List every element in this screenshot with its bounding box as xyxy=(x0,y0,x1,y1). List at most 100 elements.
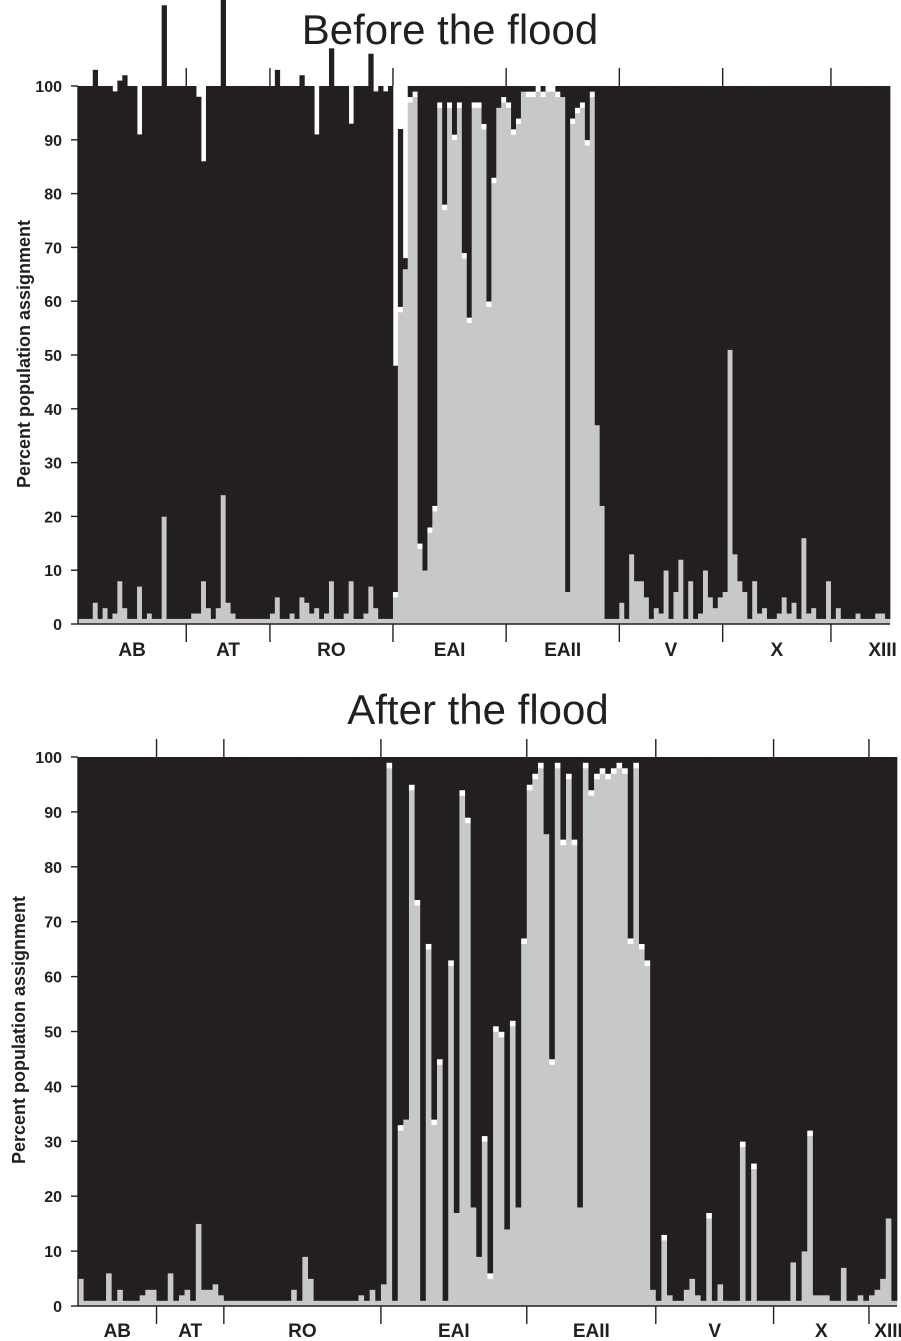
cluster-a-bar-54 xyxy=(338,618,345,625)
cluster-c-bar-58 xyxy=(397,757,404,1126)
cluster-a-bar-50 xyxy=(352,1300,359,1307)
cluster-c-bar-156 xyxy=(840,86,847,619)
cluster-c-bar-23 xyxy=(186,86,192,619)
cluster-c-bar-143 xyxy=(776,86,783,614)
cluster-c-bar-61 xyxy=(414,757,421,901)
cluster-b-bar-76 xyxy=(498,1031,505,1038)
cluster-c-bar-68 xyxy=(407,86,413,98)
cluster-a-bar-108 xyxy=(678,1300,685,1307)
cluster-a-bar-9 xyxy=(117,580,123,625)
cluster-c-bar-146 xyxy=(891,757,898,1301)
cluster-c-bar-137 xyxy=(747,86,753,619)
cluster-c-bar-42 xyxy=(279,86,286,619)
cluster-c-bar-114 xyxy=(711,757,718,1301)
cluster-b-bar-99 xyxy=(627,938,634,944)
cluster-c-bar-160 xyxy=(860,86,866,619)
cluster-b-bar-105 xyxy=(661,1234,668,1241)
cluster-b-bar-72 xyxy=(427,527,433,533)
cluster-c-bar-6 xyxy=(102,86,108,609)
cluster-a-bar-17 xyxy=(156,618,163,625)
cluster-c-bar-33 xyxy=(235,86,241,619)
cluster-a-bar-8 xyxy=(112,613,118,625)
cluster-a-bar-10 xyxy=(128,1300,135,1307)
cluster-a-bar-138 xyxy=(846,1300,853,1307)
cluster-a-bar-40 xyxy=(269,613,276,625)
cluster-c-bar-115 xyxy=(717,757,724,1285)
cluster-a-bar-112 xyxy=(624,618,630,625)
cluster-c-bar-22 xyxy=(195,757,202,1224)
y-tick-label: 10 xyxy=(44,563,62,580)
cluster-a-bar-35 xyxy=(245,618,251,625)
cluster-a-bar-22 xyxy=(195,1223,202,1307)
cluster-a-bar-63 xyxy=(425,949,432,1307)
cluster-a-bar-164 xyxy=(880,613,886,625)
cluster-c-bar-3 xyxy=(87,86,94,619)
cluster-a-bar-72 xyxy=(476,1256,483,1307)
cluster-a-bar-82 xyxy=(476,107,482,625)
cluster-a-bar-31 xyxy=(225,602,231,625)
cluster-c-bar-8 xyxy=(112,91,118,614)
cluster-a-bar-140 xyxy=(762,607,768,625)
cluster-c-bar-98 xyxy=(555,86,561,92)
cluster-c-bar-131 xyxy=(717,86,724,598)
cluster-c-bar-116 xyxy=(643,86,650,598)
cluster-a-bar-132 xyxy=(722,591,728,625)
cluster-c-bar-58 xyxy=(358,86,364,619)
cluster-a-bar-151 xyxy=(816,618,822,625)
cluster-a-bar-57 xyxy=(392,1300,399,1307)
cluster-c-bar-10 xyxy=(122,75,128,609)
cluster-c-bar-56 xyxy=(348,123,354,582)
cluster-c-bar-80 xyxy=(521,757,528,939)
cluster-c-bar-112 xyxy=(700,757,707,1301)
cluster-c-bar-127 xyxy=(698,86,704,614)
cluster-c-bar-44 xyxy=(289,86,295,614)
y-tick-label: 30 xyxy=(44,1134,62,1151)
cluster-c-bar-13 xyxy=(145,757,152,1290)
cluster-a-bar-17 xyxy=(167,1273,174,1307)
cluster-a-bar-113 xyxy=(706,1218,713,1307)
cluster-a-bar-1 xyxy=(78,1278,84,1307)
cluster-b-bar-102 xyxy=(644,960,651,966)
y-tick-label: 0 xyxy=(53,617,62,634)
cluster-a-bar-101 xyxy=(570,123,576,625)
cluster-c-bar-75 xyxy=(442,86,448,205)
cluster-c-bar-106 xyxy=(594,86,600,426)
cluster-c-bar-140 xyxy=(857,757,864,1296)
cluster-c-bar-53 xyxy=(333,86,340,619)
cluster-c-bar-141 xyxy=(863,757,870,1301)
cluster-c-bar-103 xyxy=(579,86,586,103)
cluster-a-bar-34 xyxy=(263,1300,270,1307)
cluster-a-bar-105 xyxy=(661,1240,668,1307)
cluster-c-bar-84 xyxy=(486,86,492,302)
cluster-c-bar-100 xyxy=(633,757,640,763)
cluster-c-bar-124 xyxy=(767,757,774,1301)
cluster-a-bar-126 xyxy=(779,1300,786,1307)
cluster-a-bar-139 xyxy=(757,613,763,625)
cluster-c-bar-71 xyxy=(470,757,477,1208)
cluster-a-bar-6 xyxy=(106,1273,113,1307)
cluster-c-bar-35 xyxy=(268,757,275,1301)
cluster-a-bar-121 xyxy=(751,1168,758,1307)
cluster-a-bar-59 xyxy=(363,613,369,625)
cluster-c-bar-48 xyxy=(341,757,348,1301)
cluster-c-bar-86 xyxy=(554,757,561,763)
cluster-b-bar-90 xyxy=(515,118,522,124)
cluster-c-bar-147 xyxy=(796,86,802,619)
cluster-a-bar-102 xyxy=(575,112,581,625)
cluster-a-bar-79 xyxy=(461,258,468,625)
cluster-b-bar-56 xyxy=(386,762,393,769)
cluster-c-bar-73 xyxy=(432,86,438,506)
cluster-c-bar-76 xyxy=(498,757,505,1032)
cluster-a-bar-52 xyxy=(328,580,335,625)
cluster-c-bar-35 xyxy=(245,86,251,619)
cluster-c-bar-122 xyxy=(673,86,679,593)
cluster-c-bar-54 xyxy=(338,86,345,619)
cluster-c-bar-107 xyxy=(599,86,605,506)
cluster-b-bar-78 xyxy=(456,102,463,108)
cluster-b-bar-105 xyxy=(589,91,596,98)
cluster-c-bar-48 xyxy=(309,86,315,614)
cluster-c-bar-69 xyxy=(412,86,418,92)
cluster-b-bar-88 xyxy=(566,773,572,780)
cluster-a-bar-136 xyxy=(835,1300,842,1307)
y-axis-label-before: Percent population assignment xyxy=(14,220,34,488)
